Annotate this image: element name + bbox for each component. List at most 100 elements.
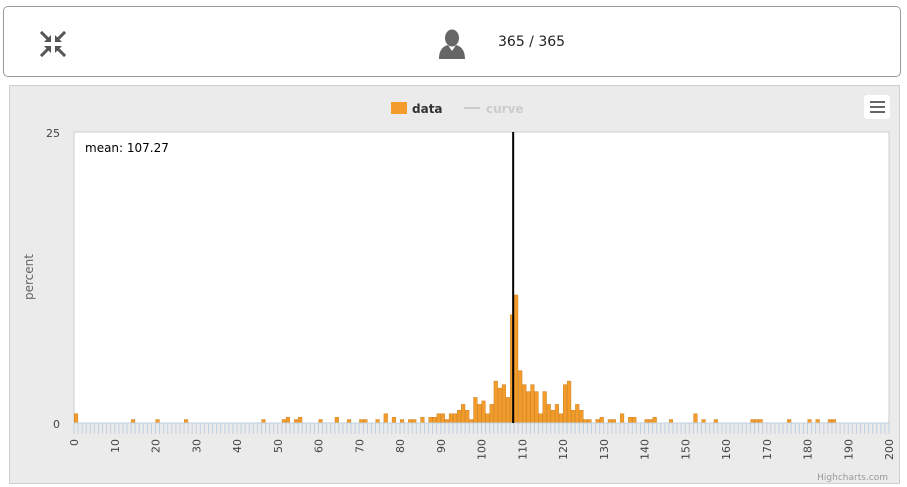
x-tick-label: 30 bbox=[190, 439, 203, 453]
histogram-bar[interactable] bbox=[571, 410, 576, 424]
histogram-bar[interactable] bbox=[408, 419, 413, 424]
histogram-bar[interactable] bbox=[648, 419, 653, 424]
chart-credit[interactable]: Highcharts.com bbox=[817, 473, 888, 483]
histogram-bar[interactable] bbox=[465, 410, 470, 424]
legend-data-swatch[interactable] bbox=[391, 102, 407, 114]
histogram-bar[interactable] bbox=[754, 419, 759, 424]
histogram-bar[interactable] bbox=[436, 413, 441, 424]
histogram-bar[interactable] bbox=[318, 419, 323, 424]
histogram-bar[interactable] bbox=[611, 419, 616, 424]
histogram-bar[interactable] bbox=[73, 413, 79, 424]
histogram-bar[interactable] bbox=[632, 416, 637, 424]
histogram-bar[interactable] bbox=[668, 419, 674, 424]
histogram-bar[interactable] bbox=[363, 419, 368, 424]
histogram-bar[interactable] bbox=[827, 419, 832, 424]
x-tick-label: 180 bbox=[802, 439, 815, 460]
histogram-bar[interactable] bbox=[750, 419, 755, 424]
histogram-bar[interactable] bbox=[575, 404, 580, 424]
histogram-bar[interactable] bbox=[652, 416, 657, 424]
histogram-bar[interactable] bbox=[383, 413, 388, 424]
x-tick-label: 110 bbox=[516, 439, 529, 460]
histogram-bar[interactable] bbox=[391, 416, 396, 424]
histogram-bar[interactable] bbox=[400, 419, 405, 424]
histogram-bar[interactable] bbox=[567, 380, 572, 424]
histogram-bar[interactable] bbox=[473, 397, 478, 424]
plot-area bbox=[73, 131, 890, 424]
histogram-bar[interactable] bbox=[485, 413, 490, 424]
histogram-bar[interactable] bbox=[184, 419, 189, 424]
histogram-bar[interactable] bbox=[522, 384, 527, 424]
histogram-bar[interactable] bbox=[428, 416, 433, 424]
histogram-bar[interactable] bbox=[620, 413, 625, 424]
histogram-bar[interactable] bbox=[281, 419, 286, 424]
histogram-bar[interactable] bbox=[554, 404, 559, 424]
histogram-bar[interactable] bbox=[452, 413, 458, 424]
hamburger-menu-icon[interactable] bbox=[864, 95, 890, 119]
user-icon bbox=[437, 28, 467, 60]
histogram-bar[interactable] bbox=[599, 416, 604, 424]
histogram-bar[interactable] bbox=[261, 419, 266, 424]
histogram-bar[interactable] bbox=[481, 400, 486, 424]
collapse-arrows-icon[interactable] bbox=[38, 29, 68, 59]
histogram-bar[interactable] bbox=[469, 419, 474, 424]
histogram-bar[interactable] bbox=[550, 410, 555, 424]
histogram-bar[interactable] bbox=[815, 419, 820, 424]
histogram-bar[interactable] bbox=[546, 404, 551, 424]
histogram-bar[interactable] bbox=[440, 413, 445, 424]
histogram-bar[interactable] bbox=[526, 391, 531, 424]
histogram-bar[interactable] bbox=[628, 416, 633, 424]
histogram-bar[interactable] bbox=[448, 413, 453, 424]
histogram-bar[interactable] bbox=[461, 404, 466, 424]
histogram-bar[interactable] bbox=[530, 384, 535, 424]
mean-label: mean: 107.27 bbox=[85, 141, 169, 155]
histogram-bar[interactable] bbox=[493, 380, 498, 424]
x-tick-label: 200 bbox=[883, 439, 896, 460]
user-count: 365 / 365 bbox=[498, 34, 566, 50]
x-tick-label: 0 bbox=[68, 439, 81, 446]
histogram-bar[interactable] bbox=[538, 413, 543, 424]
legend-data-label[interactable]: data bbox=[412, 102, 443, 116]
histogram-bar[interactable] bbox=[693, 413, 698, 424]
histogram-bar[interactable] bbox=[298, 416, 303, 424]
histogram-bar[interactable] bbox=[558, 413, 564, 424]
histogram-bar[interactable] bbox=[701, 419, 706, 424]
histogram-bar[interactable] bbox=[587, 419, 592, 424]
histogram-bar[interactable] bbox=[457, 410, 462, 424]
histogram-bar[interactable] bbox=[534, 391, 539, 424]
histogram-bar[interactable] bbox=[285, 416, 290, 424]
histogram-bar[interactable] bbox=[595, 419, 600, 424]
histogram-bar[interactable] bbox=[607, 419, 612, 424]
histogram-bar[interactable] bbox=[347, 419, 352, 424]
legend-curve-label[interactable]: curve bbox=[486, 102, 524, 116]
histogram-bar[interactable] bbox=[807, 419, 812, 424]
x-tick-label: 90 bbox=[435, 439, 448, 453]
histogram-bar[interactable] bbox=[444, 419, 449, 424]
histogram-bar[interactable] bbox=[155, 419, 160, 424]
histogram-bar[interactable] bbox=[644, 419, 649, 424]
histogram-bar[interactable] bbox=[497, 387, 502, 424]
histogram-bar[interactable] bbox=[501, 384, 506, 424]
histogram-bar[interactable] bbox=[514, 294, 519, 424]
histogram-bar[interactable] bbox=[542, 391, 547, 424]
top-bar: 365 / 365 bbox=[3, 6, 901, 77]
histogram-bar[interactable] bbox=[713, 419, 718, 424]
histogram-bar[interactable] bbox=[359, 419, 364, 424]
histogram-bar[interactable] bbox=[412, 419, 417, 424]
histogram-bar[interactable] bbox=[787, 419, 792, 424]
histogram-bar[interactable] bbox=[375, 419, 380, 424]
histogram-bar[interactable] bbox=[334, 416, 339, 424]
histogram-bar[interactable] bbox=[489, 404, 494, 424]
histogram-bar[interactable] bbox=[432, 416, 437, 424]
histogram-bar[interactable] bbox=[758, 419, 763, 424]
histogram-bar[interactable] bbox=[579, 410, 584, 424]
histogram-bar[interactable] bbox=[518, 370, 523, 424]
histogram-bar[interactable] bbox=[294, 419, 299, 424]
histogram-bar[interactable] bbox=[563, 384, 568, 424]
histogram-bar[interactable] bbox=[831, 419, 837, 424]
histogram-bar[interactable] bbox=[505, 397, 511, 424]
histogram-bar[interactable] bbox=[583, 419, 588, 424]
histogram-bar[interactable] bbox=[420, 416, 425, 424]
histogram-bar[interactable] bbox=[131, 419, 136, 424]
histogram-bar[interactable] bbox=[477, 404, 482, 424]
